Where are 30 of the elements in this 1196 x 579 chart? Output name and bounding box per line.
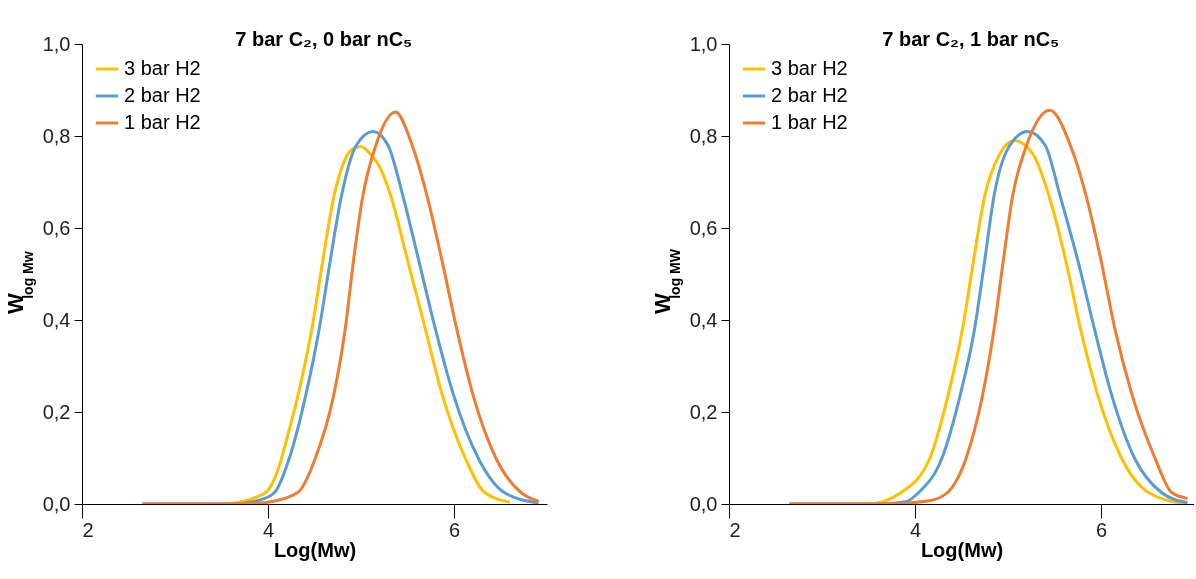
y-tick-label: 0,4: [42, 308, 71, 331]
y-tick-label: 0,2: [42, 400, 71, 423]
legend-label: 3 bar H2: [124, 57, 201, 79]
chart-title: 7 bar C₂, 1 bar nC₅: [882, 28, 1060, 50]
x-tick-label: 4: [262, 518, 275, 541]
x-tick-label: 4: [909, 518, 922, 541]
y-axis-title: Wlog Mw: [3, 251, 36, 314]
legend-label: 3 bar H2: [771, 57, 848, 79]
legend-label: 1 bar H2: [771, 111, 848, 133]
x-axis-title: Log(Mw): [273, 538, 357, 561]
y-tick-label: 1,0: [42, 32, 71, 55]
y-tick-label: 0,8: [42, 124, 71, 147]
chart-title: 7 bar C₂, 0 bar nC₅: [235, 28, 413, 50]
x-axis-title: Log(Mw): [920, 538, 1004, 561]
legend-label: 1 bar H2: [124, 111, 201, 133]
x-tick-label: 6: [1095, 518, 1108, 541]
legend-label: 2 bar H2: [771, 84, 848, 106]
y-tick-label: 0,6: [42, 216, 71, 239]
y-tick-label: 1,0: [689, 32, 718, 55]
y-axis-title: Wlog MW: [650, 248, 683, 314]
legend-label: 2 bar H2: [124, 84, 201, 106]
x-tick-label: 2: [82, 518, 94, 541]
y-tick-label: 0,8: [689, 124, 718, 147]
x-tick-label: 6: [448, 518, 461, 541]
y-tick-label: 0,0: [689, 492, 718, 515]
y-tick-label: 0,6: [689, 216, 718, 239]
y-tick-label: 0,4: [689, 308, 718, 331]
y-tick-label: 0,0: [42, 492, 71, 515]
x-tick-label: 2: [729, 518, 741, 541]
y-tick-label: 0,2: [689, 400, 718, 423]
